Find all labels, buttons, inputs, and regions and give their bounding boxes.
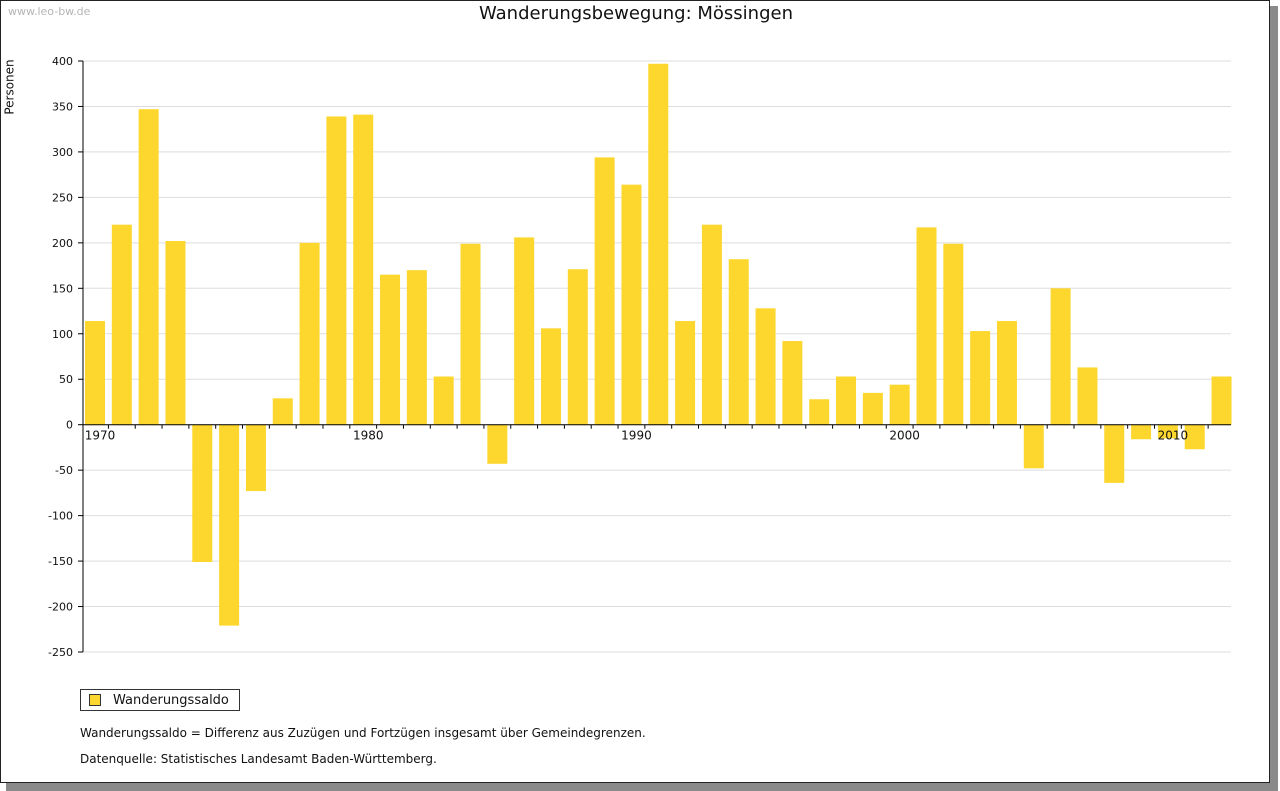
legend-swatch [89, 694, 101, 706]
bar [487, 424, 508, 464]
legend: Wanderungssaldo [80, 689, 240, 711]
x-tick-label: 1980 [353, 429, 384, 443]
bar [996, 321, 1017, 425]
bar [567, 269, 588, 425]
bar [916, 227, 937, 425]
x-tick-label: 2010 [1158, 429, 1189, 443]
y-tick-label: 200 [52, 237, 73, 250]
bar [165, 241, 186, 425]
x-tick-label: 1970 [85, 429, 116, 443]
bar [299, 242, 320, 425]
bar [1131, 424, 1152, 440]
legend-label: Wanderungssaldo [113, 692, 229, 708]
y-tick-label: -150 [48, 555, 73, 568]
bar [809, 399, 830, 425]
bar [353, 114, 374, 425]
y-tick-label: -250 [48, 646, 73, 659]
frame-shadow-bottom [6, 783, 1278, 791]
bar [728, 259, 749, 425]
x-tick-label: 1990 [621, 429, 652, 443]
bar [701, 224, 722, 425]
source-note: Datenquelle: Statistisches Landesamt Bad… [80, 752, 437, 766]
bar [594, 157, 615, 425]
bar [862, 392, 883, 425]
bar [889, 384, 910, 425]
bar [460, 243, 481, 425]
y-tick-label: 400 [52, 55, 73, 68]
bar [1211, 376, 1232, 425]
bar [1157, 424, 1178, 439]
bar [85, 321, 105, 425]
y-tick-label: 50 [59, 373, 73, 386]
bar [970, 331, 991, 425]
bar [433, 376, 454, 425]
y-tick-label: -200 [48, 601, 73, 614]
chart-plot: 400 350 300 250 200 150 100 50 0 -50 -100 -150 -200 -… [48, 55, 1232, 659]
bar [406, 270, 427, 425]
bar [1023, 424, 1044, 469]
bar [755, 308, 776, 425]
bar [192, 424, 213, 562]
bar [138, 109, 159, 425]
bar [782, 341, 803, 425]
bar [380, 274, 401, 425]
bar [1184, 424, 1205, 450]
bar [648, 63, 669, 425]
y-tick-label: -100 [48, 510, 73, 523]
bar [111, 224, 132, 425]
y-tick-label: -50 [55, 464, 73, 477]
bar [219, 424, 240, 626]
frame-shadow-right [1270, 6, 1278, 789]
bar [514, 237, 535, 425]
bar [621, 184, 642, 425]
bar [540, 328, 561, 425]
watermark: www.leo-bw.de [8, 5, 91, 18]
bar [675, 321, 696, 425]
chart-title: Wanderungsbewegung: Mössingen [479, 3, 793, 24]
bar [836, 376, 857, 425]
y-tick-label: 100 [52, 328, 73, 341]
y-tick-label: 300 [52, 146, 73, 159]
definition-note: Wanderungssaldo = Differenz aus Zuzügen … [80, 726, 646, 740]
bar [326, 116, 347, 425]
bar [1077, 367, 1098, 425]
bar [1104, 424, 1125, 483]
y-tick-label: 0 [66, 419, 73, 432]
y-tick-label: 150 [52, 282, 73, 295]
bar [245, 424, 266, 492]
bar [272, 398, 293, 425]
y-tick-label: 250 [52, 191, 73, 204]
bar [1050, 288, 1071, 425]
y-tick-label: 350 [52, 100, 73, 113]
bar [943, 243, 964, 425]
x-tick-label: 2000 [889, 429, 920, 443]
